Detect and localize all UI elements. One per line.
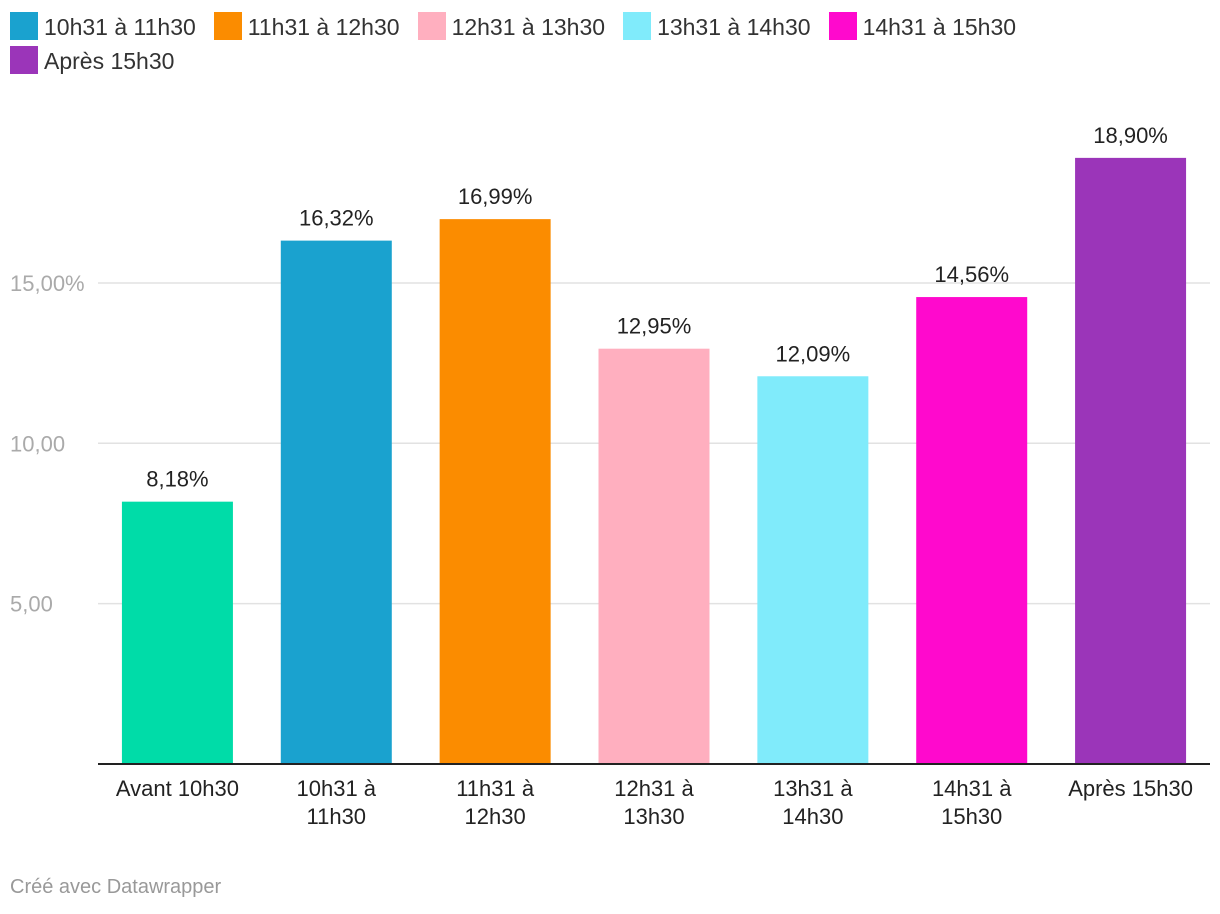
- legend-item: Après 15h30: [10, 44, 174, 78]
- x-tick-label-line: 13h30: [623, 804, 684, 829]
- x-tick-label-line: 12h30: [465, 804, 526, 829]
- footer-credit: Créé avec Datawrapper: [10, 876, 222, 898]
- x-tick-label-line: 12h31 à: [614, 776, 694, 801]
- x-tick-label-line: 11h30: [307, 804, 367, 829]
- x-tick-label-line: 15h30: [941, 804, 1002, 829]
- legend-label: 12h31 à 13h30: [451, 14, 606, 40]
- legend-swatch: [10, 12, 38, 40]
- x-tick-label: 13h31 à 14h30: [773, 776, 853, 829]
- legend-swatch: [10, 46, 38, 74]
- bar: [280, 240, 392, 764]
- x-tick-label-line: 13h31 à: [773, 776, 853, 801]
- legend-item: 10h31 à 11h30: [10, 10, 196, 44]
- bar: [916, 297, 1028, 764]
- x-tick-label: 14h31 à 15h30: [932, 776, 1012, 829]
- x-tick-label: Après 15h30: [1068, 776, 1193, 801]
- legend-swatch: [213, 12, 242, 40]
- bar-value-label: 18,90%: [1093, 123, 1168, 148]
- x-tick-label-line: 11h31 à: [456, 776, 535, 801]
- bar-value-label: 8,18%: [146, 467, 208, 492]
- x-tick-label-line: 10h31 à: [297, 776, 377, 801]
- x-tick-label-line: Avant 10h30: [116, 776, 239, 801]
- x-tick-label: 12h31 à 13h30: [614, 776, 694, 829]
- bar: [439, 219, 551, 764]
- legend-swatch: [623, 12, 652, 40]
- legend-item: 11h31 à 12h30: [213, 10, 400, 44]
- bar-value-label: 12,95%: [617, 314, 692, 339]
- bar: [1075, 157, 1187, 764]
- legend: 10h31 à 11h30 11h31 à 12h30 12h31 à 13h30 1…: [10, 10, 1200, 78]
- y-tick-label: 10,00: [10, 431, 65, 456]
- legend-label: 13h31 à 14h30: [657, 14, 811, 40]
- legend-swatch: [828, 12, 857, 40]
- bar: [598, 348, 710, 764]
- legend-label: Après 15h30: [44, 48, 175, 74]
- legend-label: 14h31 à 15h30: [862, 14, 1017, 40]
- x-tick-label: 11h31 à 12h30: [456, 776, 535, 829]
- legend-label: 10h31 à 11h30: [44, 14, 196, 40]
- bar-value-label: 16,99%: [458, 184, 533, 209]
- bar: [121, 501, 233, 764]
- legend-label: 11h31 à 12h30: [247, 14, 400, 40]
- y-tick-label: 5,00: [10, 592, 53, 617]
- y-tick-label: 15,00%: [10, 271, 85, 296]
- bar-value-label: 12,09%: [776, 341, 851, 366]
- bar: [757, 376, 869, 764]
- legend-swatch: [417, 12, 446, 40]
- x-tick-label: Avant 10h30: [116, 776, 239, 801]
- legend-item: 13h31 à 14h30: [623, 10, 811, 44]
- legend-item: 12h31 à 13h30: [417, 10, 606, 44]
- x-tick-label-line: 14h30: [782, 804, 843, 829]
- x-tick-label-line: 14h31 à: [932, 776, 1012, 801]
- bar-value-label: 16,32%: [299, 206, 374, 231]
- bar-value-label: 14,56%: [934, 262, 1009, 287]
- legend-item: 14h31 à 15h30: [828, 10, 1017, 44]
- x-tick-label: 10h31 à 11h30: [297, 776, 377, 829]
- x-tick-label-line: Après 15h30: [1068, 776, 1193, 801]
